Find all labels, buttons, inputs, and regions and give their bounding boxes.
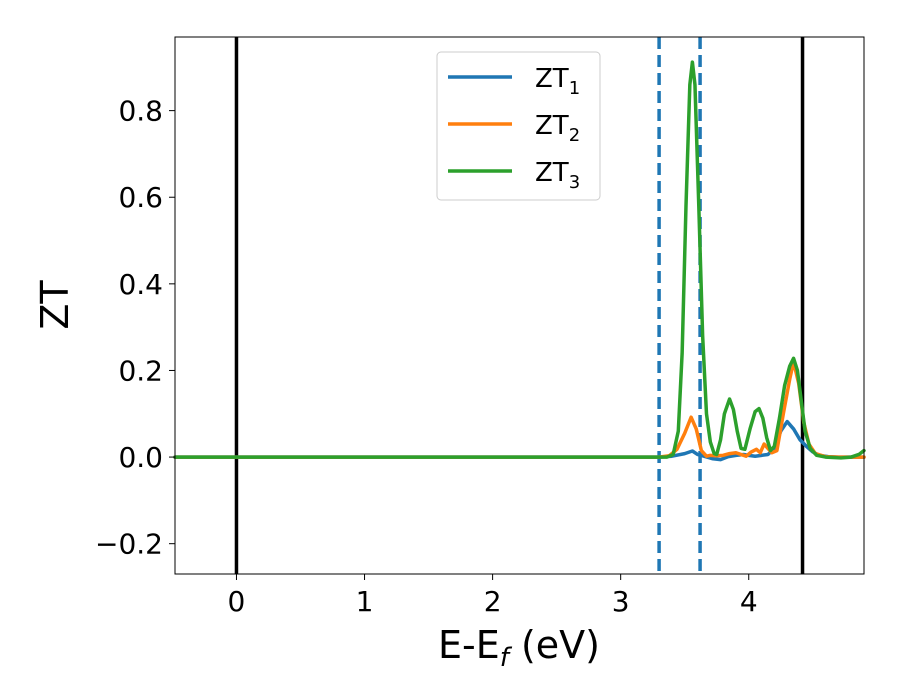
- legend-label-subscript: 1: [569, 78, 580, 99]
- x-tick-label: 3: [612, 585, 630, 618]
- y-tick-label: 0.2: [118, 354, 163, 387]
- legend-label-zt2: ZT2: [535, 111, 580, 146]
- y-tick-label: 0.6: [118, 181, 163, 214]
- legend-label-subscript: 2: [569, 125, 580, 146]
- x-tick-label: 1: [356, 585, 374, 618]
- y-tick-label: 0.8: [118, 95, 163, 128]
- legend-label-subscript: 3: [569, 172, 580, 193]
- x-tick-label: 4: [740, 585, 758, 618]
- series-line-zt3: [173, 60, 866, 460]
- x-axis-label-main: E-E: [438, 623, 500, 667]
- y-axis-label: ZT: [33, 280, 77, 330]
- legend-label-zt3: ZT3: [535, 158, 580, 193]
- y-tick-label: 0.4: [118, 268, 163, 301]
- x-axis-ticks: 0 1 2 3 4: [228, 574, 758, 618]
- x-axis-label: E-Ef (eV): [438, 623, 600, 673]
- x-tick-label: 2: [484, 585, 502, 618]
- legend-label-zt1: ZT1: [535, 64, 580, 99]
- legend-label-main: ZT: [535, 64, 569, 94]
- y-tick-label: 0.0: [118, 441, 163, 474]
- y-axis-ticks: −0.2 0.0 0.2 0.4 0.6 0.8: [95, 95, 175, 561]
- series-layer: [173, 60, 866, 462]
- reference-lines: [234, 37, 805, 574]
- legend-label-main: ZT: [535, 111, 569, 141]
- x-axis-label-suffix: (eV): [509, 623, 600, 667]
- legend-box: [436, 51, 601, 201]
- plot-frame: [174, 36, 865, 575]
- x-tick-label: 0: [228, 585, 246, 618]
- y-tick-label: −0.2: [95, 528, 163, 561]
- legend-label-main: ZT: [535, 158, 569, 188]
